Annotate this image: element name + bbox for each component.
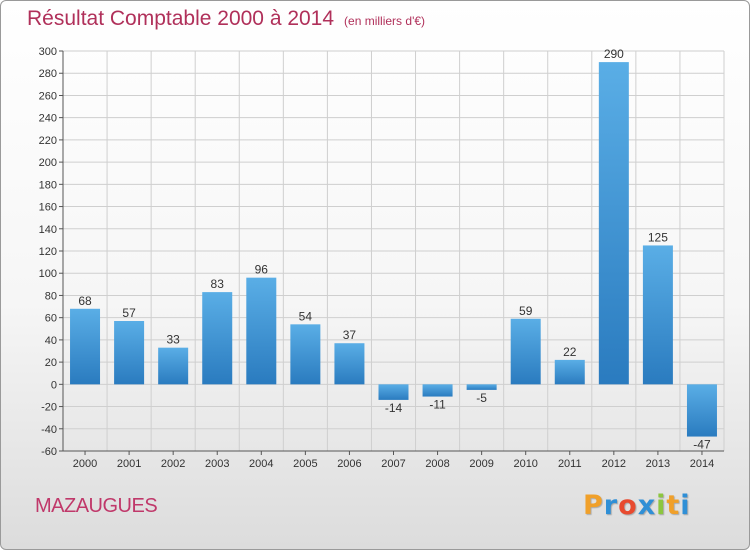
logo-letter: P	[583, 490, 604, 521]
x-tick-label-2007: 2007	[381, 458, 405, 470]
y-tick-label: -40	[41, 424, 57, 436]
value-label-2000: 68	[78, 294, 92, 308]
bar-2003	[202, 292, 233, 385]
y-tick-label: 160	[39, 202, 57, 214]
x-tick-label-2000: 2000	[73, 458, 97, 470]
value-labels: 68 57 33 83 96 54 37 -14 -11 -5 59 22 290 125 -47	[78, 47, 711, 451]
value-label-2002: 33	[166, 333, 180, 347]
x-tick-label-2008: 2008	[425, 458, 449, 470]
bar-2002	[158, 347, 189, 385]
logo-letter: i	[656, 490, 667, 521]
x-tick-label-2002: 2002	[161, 458, 185, 470]
y-tick-label: 0	[51, 379, 57, 391]
value-label-2003: 83	[211, 277, 225, 291]
bars	[70, 62, 717, 437]
value-label-2009: -5	[476, 391, 487, 405]
bar-2001	[114, 321, 145, 385]
axes	[59, 50, 724, 455]
chart-title-text: Résultat Comptable 2000 à 2014	[27, 7, 335, 30]
value-label-2013: 125	[648, 230, 668, 244]
y-tick-label: 300	[39, 46, 57, 58]
x-tick-label-2001: 2001	[117, 458, 141, 470]
bar-2008	[422, 384, 453, 397]
y-tick-label: 200	[39, 157, 57, 169]
x-tick-label-2006: 2006	[337, 458, 361, 470]
value-label-2001: 57	[122, 306, 136, 320]
y-tick-label: 180	[39, 179, 57, 191]
y-tick-label: 60	[45, 313, 57, 325]
y-tick-label: -60	[41, 446, 57, 458]
town-name: MAZAUGUES	[35, 495, 158, 517]
value-label-2006: 37	[343, 328, 357, 342]
chart-title: Résultat Comptable 2000 à 2014 (en millie…	[27, 7, 425, 31]
value-label-2007: -14	[385, 401, 403, 415]
bar-2011	[554, 359, 585, 385]
x-tick-label-2012: 2012	[602, 458, 626, 470]
x-tick-label-2003: 2003	[205, 458, 229, 470]
bar-2010	[510, 318, 541, 385]
y-tick-labels: -60 -40 -20 0 20 40 60 80 100 120 140 160 180 200 220 2…	[39, 46, 57, 458]
value-label-2010: 59	[519, 304, 533, 318]
bar-2012	[598, 62, 629, 385]
x-tick-label-2013: 2013	[646, 458, 670, 470]
y-tick-label: 80	[45, 290, 57, 302]
y-tick-label: -20	[41, 402, 57, 414]
x-tick-label-2009: 2009	[469, 458, 493, 470]
bar-2004	[246, 277, 277, 385]
y-tick-label: 140	[39, 224, 57, 236]
value-label-2005: 54	[299, 309, 313, 323]
x-tick-label-2011: 2011	[558, 458, 582, 470]
x-tick-label-2004: 2004	[249, 458, 273, 470]
x-tick-label-2010: 2010	[513, 458, 537, 470]
y-tick-label: 260	[39, 90, 57, 102]
value-label-2004: 96	[255, 263, 269, 277]
chart-subtitle: (en milliers d'€)	[344, 14, 426, 28]
bar-2014	[686, 384, 717, 437]
bar-2007	[378, 384, 409, 400]
x-tick-label-2014: 2014	[690, 458, 714, 470]
value-label-2008: -11	[429, 398, 446, 412]
value-label-2012: 290	[604, 47, 624, 61]
logo-letter: o	[618, 490, 638, 521]
y-tick-label: 40	[45, 335, 57, 347]
bar-2005	[290, 324, 321, 385]
bar-2006	[334, 343, 365, 385]
x-tick-label-2005: 2005	[293, 458, 317, 470]
y-tick-label: 220	[39, 135, 57, 147]
logo-letter: i	[680, 490, 691, 521]
bar-2013	[642, 245, 673, 385]
value-label-2014: -47	[693, 438, 711, 452]
y-tick-label: 20	[45, 357, 57, 369]
proxiti-logo: Proxiti	[583, 490, 691, 521]
logo-letter: x	[637, 490, 657, 521]
logo-letter: r	[603, 490, 619, 521]
bar-2009	[466, 384, 497, 390]
value-label-2011: 22	[563, 345, 577, 359]
y-tick-label: 280	[39, 68, 57, 80]
y-tick-label: 240	[39, 113, 57, 125]
y-tick-label: 120	[39, 246, 57, 258]
bar-2000	[70, 308, 101, 385]
y-tick-label: 100	[39, 268, 57, 280]
logo-letter: t	[666, 490, 681, 521]
x-tick-labels: 2000 2001 2002 2003 2004 2005 2006 2007 2008 2009…	[73, 458, 714, 470]
